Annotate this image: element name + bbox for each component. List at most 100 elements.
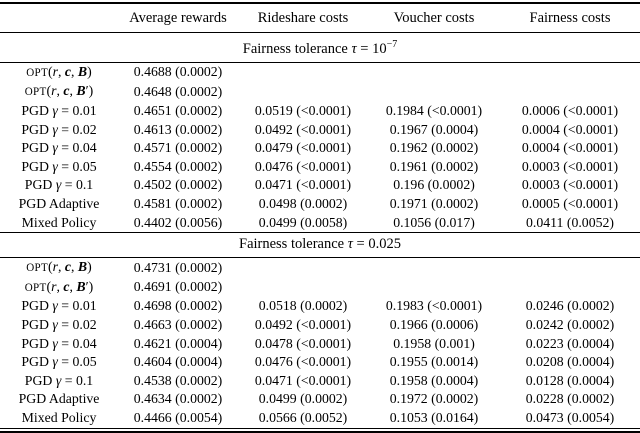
table-row: OPT(r, c, B) 0.4731 (0.0002) (0, 258, 640, 278)
table-row: PGD γ = 0.01 0.4698 (0.0002) 0.0518 (0.000… (0, 297, 640, 316)
cell-voucher-costs: 0.196 (0.0002) (393, 177, 475, 193)
cell-fairness-costs: 0.0003 (<0.0001) (521, 158, 619, 174)
cell-average-rewards: 0.4688 (0.0002) (133, 64, 223, 80)
cell-rideshare-costs: 0.0498 (0.0002) (258, 195, 348, 211)
cell-voucher-costs: 0.1955 (0.0014) (389, 354, 479, 370)
cell-rideshare-costs (238, 62, 368, 82)
cell-voucher-costs: 0.1962 (0.0002) (389, 140, 479, 156)
cell-rideshare-costs: 0.0492 (<0.0001) (254, 316, 352, 332)
cell-fairness-costs (500, 258, 640, 278)
cell-average-rewards: 0.4613 (0.0002) (133, 121, 223, 137)
cell-average-rewards: 0.4691 (0.0002) (133, 279, 223, 295)
table-row: PGD γ = 0.02 0.4613 (0.0002) 0.0492 (<0.00… (0, 121, 640, 140)
cell-fairness-costs: 0.0228 (0.0002) (525, 391, 615, 407)
cell-rideshare-costs: 0.0499 (0.0002) (258, 391, 348, 407)
cell-fairness-costs: 0.0005 (<0.0001) (521, 195, 619, 211)
cell-fairness-costs: 0.0223 (0.0004) (525, 335, 615, 351)
cell-fairness-costs (500, 62, 640, 82)
opt-smallcaps: OPT (24, 281, 47, 294)
section-title-row: Fairness tolerance τ = 10−7 (0, 32, 640, 63)
row-label: PGD γ = 0.02 (21, 316, 97, 332)
cell-average-rewards: 0.4554 (0.0002) (133, 158, 223, 174)
cell-voucher-costs: 0.1983 (<0.0001) (385, 298, 483, 314)
cell-voucher-costs (368, 258, 500, 278)
section-title: Fairness tolerance τ = 10−7 (242, 39, 398, 57)
table-row: PGD γ = 0.1 0.4538 (0.0002) 0.0471 (<0.000… (0, 372, 640, 391)
col-header-rideshare-costs: Rideshare costs (257, 10, 349, 26)
cell-fairness-costs: 0.0473 (0.0054) (525, 409, 615, 425)
table-header-row: Average rewards Rideshare costs Voucher … (0, 3, 640, 33)
opt-smallcaps: OPT (26, 262, 48, 275)
cell-fairness-costs: 0.0208 (0.0004) (525, 354, 615, 370)
table-row: Mixed Policy 0.4402 (0.0056) 0.0499 (0.005… (0, 214, 640, 233)
cell-rideshare-costs: 0.0499 (0.0058) (258, 214, 348, 230)
cell-voucher-costs (368, 62, 500, 82)
cell-average-rewards: 0.4581 (0.0002) (133, 195, 223, 211)
row-label: OPT(r, c, B′) (24, 278, 94, 294)
table-row: OPT(r, c, B′) 0.4648 (0.0002) (0, 82, 640, 102)
cell-average-rewards: 0.4731 (0.0002) (133, 259, 223, 275)
row-label: PGD γ = 0.04 (21, 140, 97, 156)
cell-average-rewards: 0.4663 (0.0002) (133, 316, 223, 332)
row-label: PGD γ = 0.01 (21, 298, 97, 314)
cell-fairness-costs: 0.0411 (0.0052) (525, 214, 614, 230)
cell-average-rewards: 0.4502 (0.0002) (133, 177, 223, 193)
cell-average-rewards: 0.4538 (0.0002) (133, 372, 223, 388)
table-row: PGD γ = 0.05 0.4554 (0.0002) 0.0476 (<0.00… (0, 158, 640, 177)
cell-rideshare-costs: 0.0476 (<0.0001) (254, 354, 352, 370)
cell-fairness-costs: 0.0246 (0.0002) (525, 298, 615, 314)
row-label: OPT(r, c, B) (26, 259, 92, 275)
cell-voucher-costs: 0.1958 (0.0004) (389, 372, 479, 388)
table-row: PGD γ = 0.01 0.4651 (0.0002) 0.0519 (<0.00… (0, 102, 640, 121)
row-label: PGD γ = 0.04 (21, 335, 97, 351)
cell-rideshare-costs: 0.0471 (<0.0001) (254, 372, 352, 388)
row-label: PGD γ = 0.1 (24, 372, 94, 388)
cell-average-rewards: 0.4698 (0.0002) (133, 298, 223, 314)
cell-rideshare-costs: 0.0518 (0.0002) (258, 298, 348, 314)
cell-rideshare-costs (238, 258, 368, 278)
table-row: OPT(r, c, B′) 0.4691 (0.0002) (0, 278, 640, 298)
row-label: Mixed Policy (21, 214, 97, 230)
cell-rideshare-costs: 0.0471 (<0.0001) (254, 177, 352, 193)
row-label: OPT(r, c, B) (26, 63, 92, 79)
cell-rideshare-costs: 0.0478 (<0.0001) (254, 335, 352, 351)
row-label: PGD γ = 0.02 (21, 121, 97, 137)
table-row: OPT(r, c, B) 0.4688 (0.0002) (0, 62, 640, 82)
table-row: PGD γ = 0.02 0.4663 (0.0002) 0.0492 (<0.00… (0, 316, 640, 335)
row-label: PGD Adaptive (18, 391, 100, 407)
table-row: PGD γ = 0.04 0.4621 (0.0004) 0.0478 (<0.00… (0, 335, 640, 354)
cell-voucher-costs: 0.1961 (0.0002) (389, 158, 479, 174)
cell-rideshare-costs: 0.0492 (<0.0001) (254, 121, 352, 137)
row-label: OPT(r, c, B′) (24, 83, 94, 99)
cell-voucher-costs: 0.1971 (0.0002) (389, 195, 479, 211)
row-label: PGD γ = 0.1 (24, 177, 94, 193)
col-header-average-rewards: Average rewards (129, 10, 227, 26)
cell-fairness-costs: 0.0242 (0.0002) (525, 316, 615, 332)
row-label: PGD γ = 0.05 (21, 158, 97, 174)
cell-rideshare-costs (238, 82, 368, 102)
section-title-row: Fairness tolerance τ = 0.025 (0, 232, 640, 258)
cell-rideshare-costs (238, 278, 368, 298)
cell-rideshare-costs: 0.0519 (<0.0001) (254, 103, 352, 119)
table-row: PGD Adaptive 0.4581 (0.0002) 0.0498 (0.000… (0, 195, 640, 214)
cell-voucher-costs: 0.1984 (<0.0001) (385, 103, 483, 119)
row-label-column-header (0, 3, 118, 33)
table-row: Mixed Policy 0.4466 (0.0054) 0.0566 (0.005… (0, 409, 640, 428)
cell-average-rewards: 0.4634 (0.0002) (133, 391, 223, 407)
cell-average-rewards: 0.4651 (0.0002) (133, 103, 223, 119)
cell-average-rewards: 0.4466 (0.0054) (133, 409, 223, 425)
table-header: Average rewards Rideshare costs Voucher … (0, 3, 640, 33)
cell-voucher-costs: 0.1958 (0.001) (393, 335, 475, 351)
cell-fairness-costs (500, 82, 640, 102)
cell-voucher-costs: 0.1053 (0.0164) (389, 409, 479, 425)
cell-fairness-costs: 0.0003 (<0.0001) (521, 177, 619, 193)
cell-fairness-costs: 0.0128 (0.0004) (525, 372, 615, 388)
table-row: PGD γ = 0.1 0.4502 (0.0002) 0.0471 (<0.000… (0, 176, 640, 195)
cell-fairness-costs (500, 278, 640, 298)
opt-smallcaps: OPT (26, 66, 48, 79)
row-label: PGD γ = 0.05 (21, 354, 97, 370)
row-label: Mixed Policy (21, 409, 97, 425)
cell-voucher-costs: 0.1056 (0.017) (393, 214, 475, 230)
section-title: Fairness tolerance τ = 0.025 (239, 236, 401, 253)
